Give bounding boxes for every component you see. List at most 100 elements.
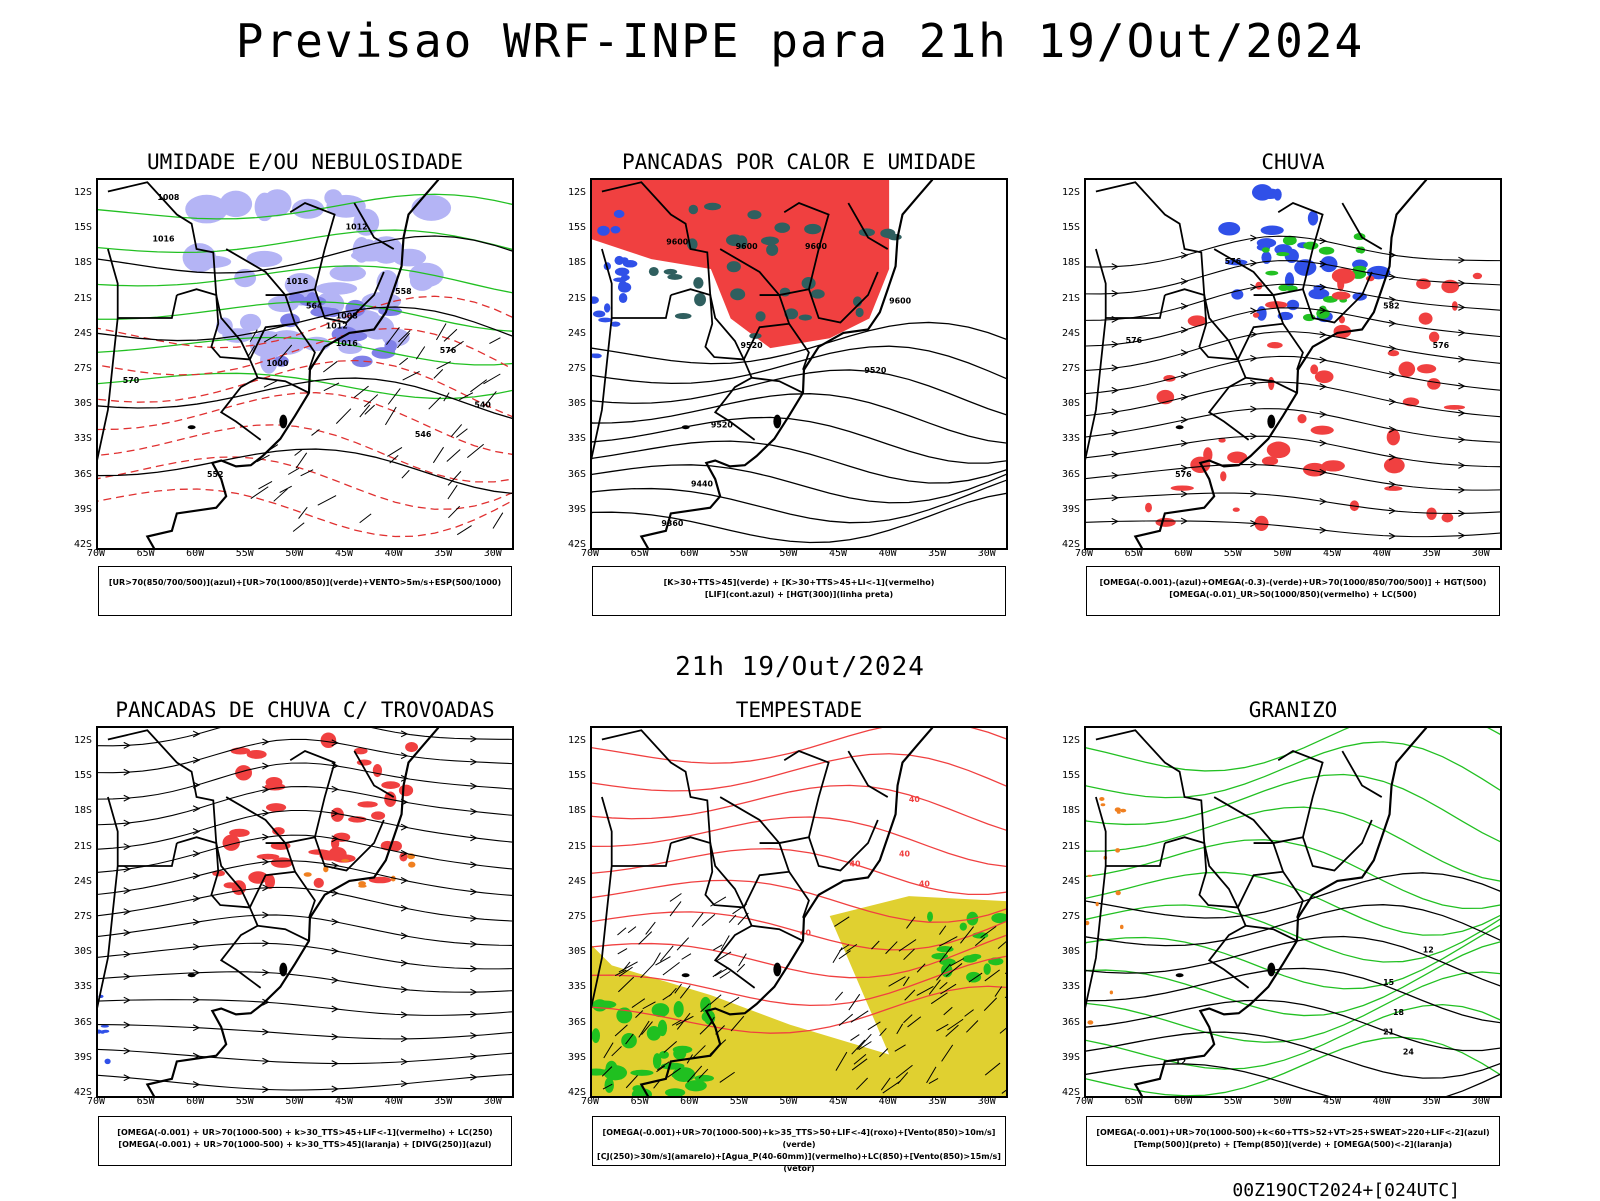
latitude-tick: 12S	[73, 187, 92, 198]
humidity-contour	[98, 336, 512, 366]
thunderstorm-area	[353, 747, 368, 755]
map-panel: 576 576 582 576 576	[1084, 178, 1502, 550]
height-contour	[1086, 435, 1500, 468]
wind-vector	[359, 513, 372, 524]
longitude-tick: 70W	[86, 548, 106, 559]
latitude-tick: 39S	[567, 503, 586, 515]
panel-title: PANCADAS POR CALOR E UMIDADE	[621, 150, 976, 174]
strong-omega-area	[1265, 270, 1279, 276]
streamline-arrow	[1111, 408, 1119, 416]
streamline-arrow	[1180, 393, 1189, 401]
rain-area	[1310, 425, 1334, 435]
wind-vector	[656, 1061, 670, 1071]
wind-vector	[397, 332, 410, 349]
humidity-area	[273, 355, 289, 367]
wind-vector	[627, 926, 637, 934]
map-canvas	[98, 728, 512, 1096]
country-border	[294, 323, 316, 371]
shower-area	[303, 872, 312, 877]
latitude-tick: 42S	[1061, 539, 1080, 550]
coastline	[639, 180, 934, 548]
streamline-arrow	[1319, 331, 1327, 339]
water-contour	[592, 934, 1006, 979]
humidity-area	[234, 268, 257, 288]
jet-area	[592, 896, 1006, 1096]
wind-vector	[292, 522, 305, 532]
temp500-contour	[1086, 1063, 1500, 1096]
wind-vector	[273, 488, 288, 502]
streamline-arrow	[1388, 532, 1397, 540]
map-canvas: 40 40 40 40 40	[592, 728, 1006, 1096]
wind-vector	[247, 345, 256, 357]
streamline-arrow	[123, 887, 131, 895]
streamline-arrow	[262, 833, 270, 841]
streamline	[98, 1073, 512, 1091]
wind-vector	[964, 1009, 974, 1017]
streamline-arrow	[123, 794, 131, 802]
wind-vector	[278, 344, 293, 361]
wind-vector	[317, 495, 337, 506]
temp850-contour	[1086, 1036, 1500, 1096]
wind-area	[652, 1053, 662, 1069]
wind-vector	[617, 948, 628, 955]
instability-area	[747, 210, 762, 220]
streamline-arrow	[1250, 259, 1258, 267]
thunderstorm-area	[320, 732, 337, 748]
wind-vector	[295, 452, 308, 469]
wind-vector	[387, 446, 403, 457]
latitude-tick: 36S	[567, 468, 586, 480]
humidity-area	[246, 250, 283, 267]
streamline-arrow	[400, 849, 409, 857]
latitude-tick: 24S	[567, 875, 586, 887]
rain-area	[1427, 378, 1441, 390]
latitude-tick: 24S	[73, 327, 92, 339]
longitude-tick: 70W	[1074, 1096, 1094, 1107]
contour-label: 40	[800, 929, 812, 938]
wind-vector	[936, 1023, 949, 1032]
streamline-arrow	[192, 895, 201, 903]
streamline-arrow	[331, 785, 339, 793]
country-border	[215, 842, 262, 989]
country-border	[176, 288, 250, 361]
country-border	[107, 181, 218, 296]
contour-label: 21	[1383, 1028, 1394, 1037]
omega500-area	[1099, 797, 1105, 802]
streamline-arrow	[400, 877, 409, 884]
wind-vector	[885, 941, 898, 955]
lake	[279, 962, 288, 977]
rain-area	[1145, 502, 1152, 513]
streamline-arrow	[1458, 303, 1466, 311]
legend-line: [K>30+TTS>45](verde) + [K>30+TTS>45+LI<-…	[663, 578, 935, 587]
wind-vector	[898, 939, 917, 952]
wind-area	[592, 1068, 608, 1076]
wind-vector	[882, 1080, 901, 1094]
lake	[1175, 425, 1184, 430]
wind-vector	[638, 1020, 650, 1038]
country-border	[1095, 729, 1206, 844]
streamline-arrow	[1111, 364, 1119, 372]
height-contour	[592, 393, 1006, 444]
streamline-arrow	[331, 889, 339, 897]
wind-vector	[428, 396, 441, 410]
wind-vector	[450, 424, 463, 438]
rain-area	[1387, 350, 1400, 357]
latitude-tick: 24S	[73, 875, 92, 887]
panel-title: UMIDADE E/OU NEBULOSIDADE	[146, 150, 464, 174]
instability-area	[726, 234, 744, 247]
contour-label: 552	[207, 470, 224, 479]
wind-vector	[311, 428, 320, 436]
longitude-tick: 50W	[779, 548, 798, 559]
streamline-arrow	[262, 1086, 270, 1093]
contour-label: 1008	[336, 311, 359, 320]
shower-area	[323, 866, 329, 873]
rain-area	[1170, 485, 1194, 491]
wind-vector	[835, 1051, 848, 1071]
water-contour	[592, 955, 1006, 1007]
country-border	[1253, 750, 1324, 844]
wind-vector	[323, 360, 338, 373]
humidity-area	[292, 198, 325, 219]
instability-area	[858, 228, 875, 237]
water-contour	[592, 985, 1006, 1034]
thickness-contour	[98, 359, 512, 418]
shower-area	[341, 859, 350, 862]
